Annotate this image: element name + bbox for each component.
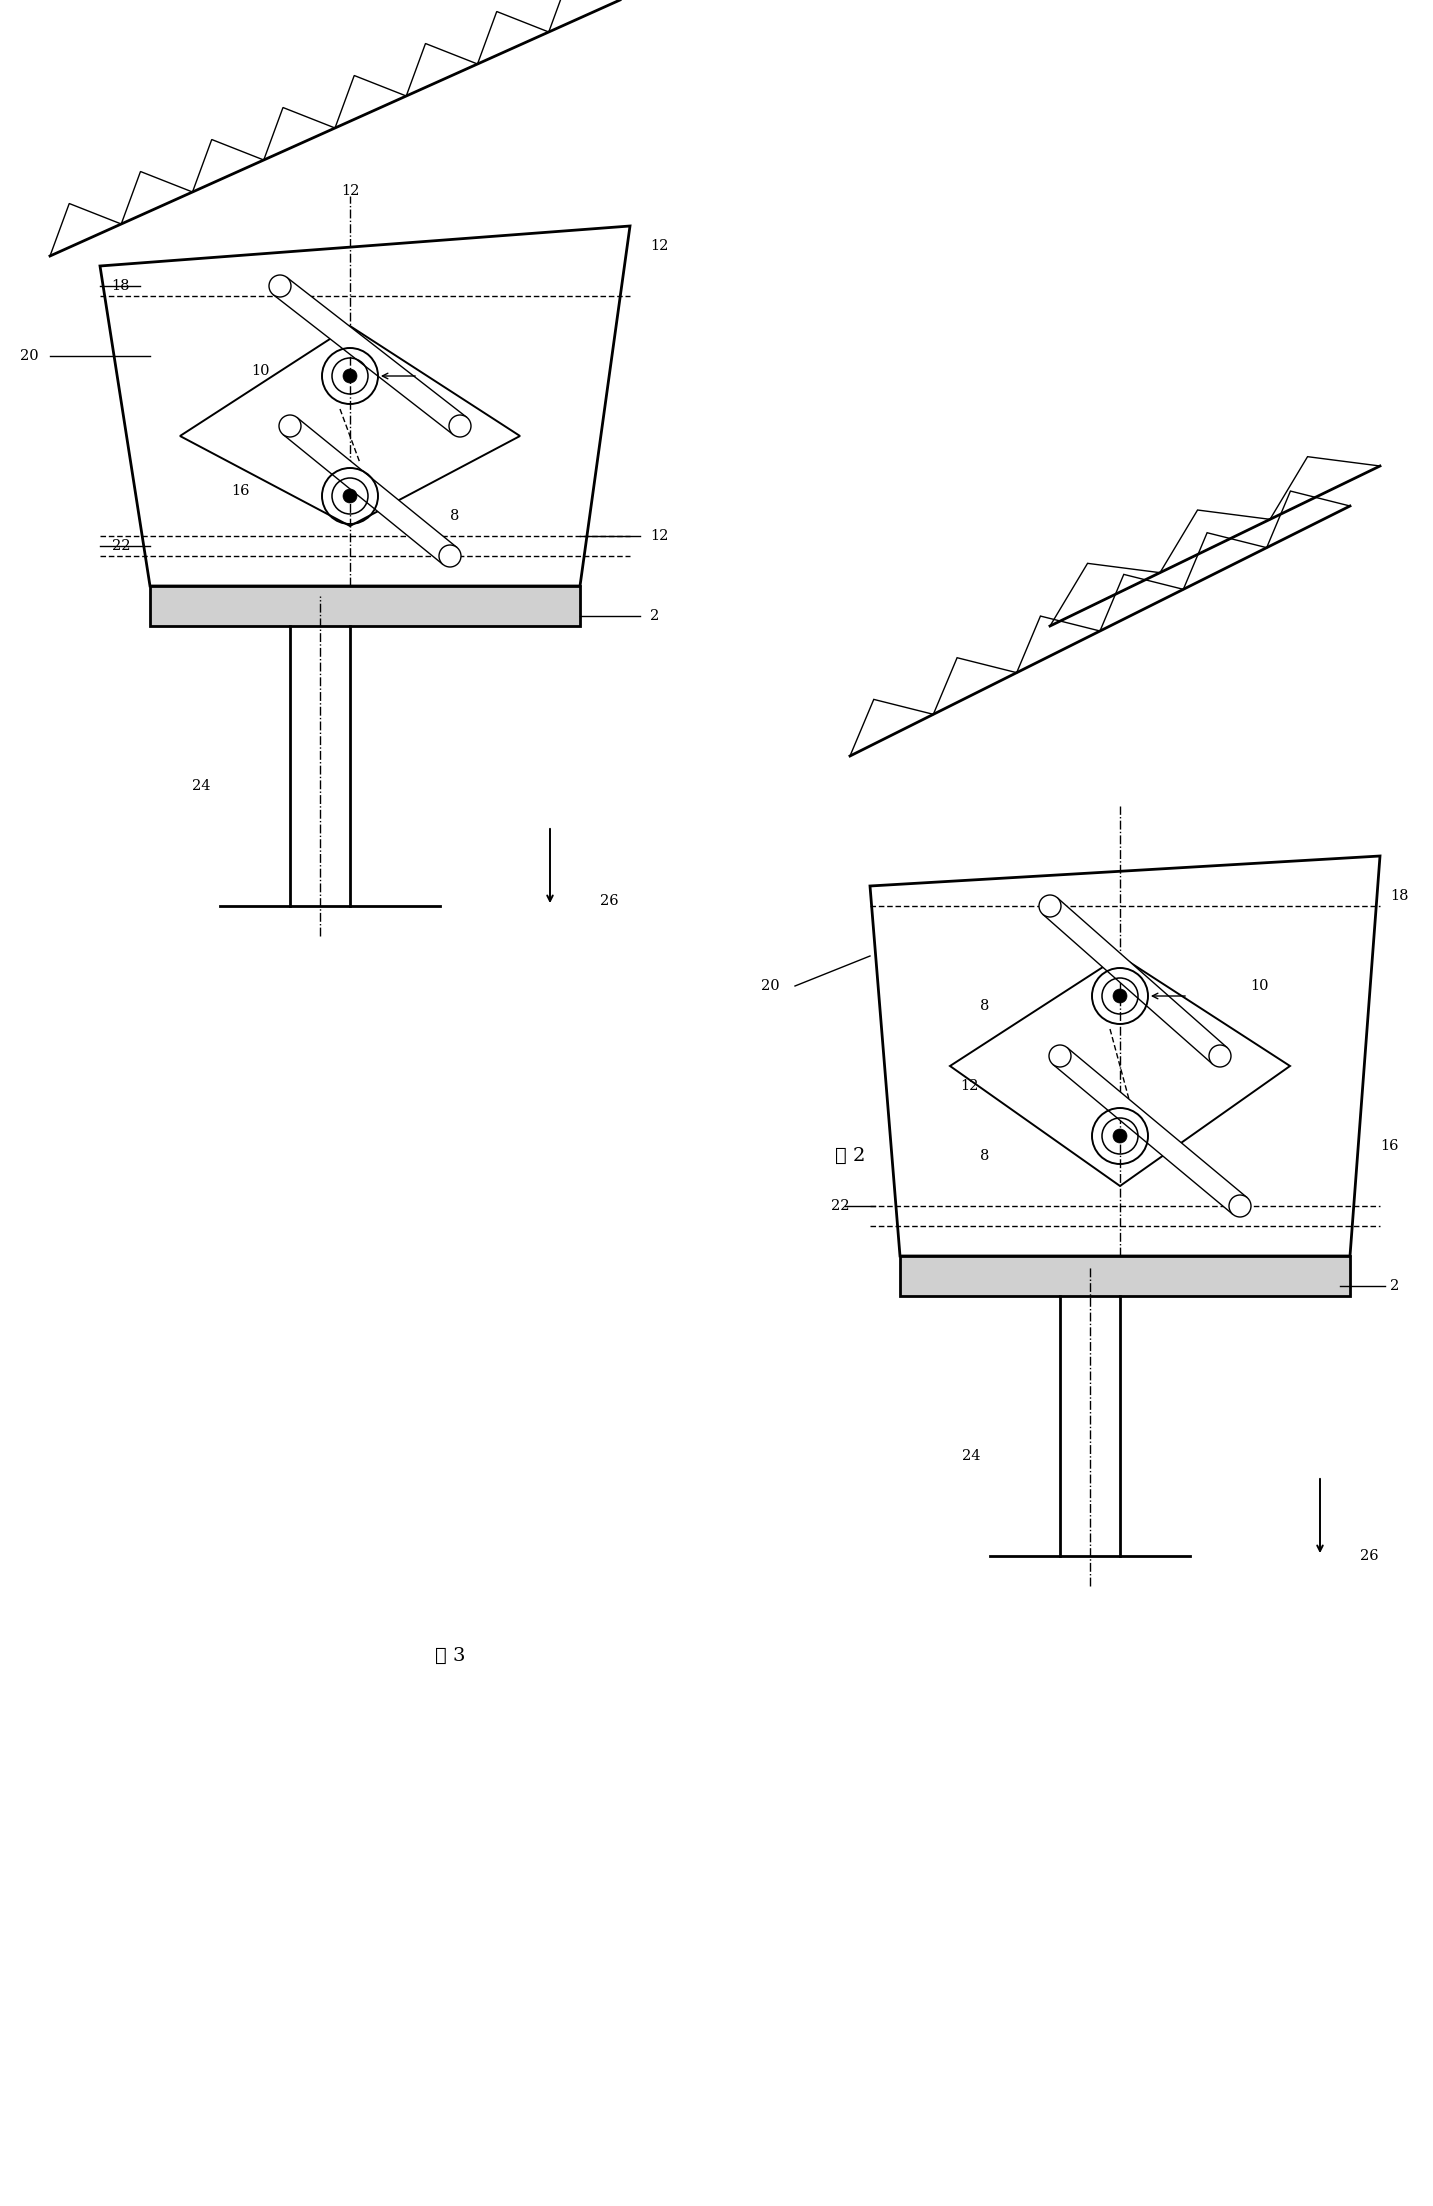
Text: 图 3: 图 3 bbox=[434, 1648, 466, 1666]
Text: 10: 10 bbox=[252, 364, 269, 377]
Text: 24: 24 bbox=[962, 1449, 980, 1463]
Text: 18: 18 bbox=[112, 278, 130, 293]
Text: 22: 22 bbox=[112, 538, 130, 554]
Circle shape bbox=[449, 415, 471, 437]
Text: 16: 16 bbox=[232, 483, 249, 499]
Polygon shape bbox=[1043, 898, 1227, 1063]
Text: 12: 12 bbox=[341, 183, 360, 199]
Text: 12: 12 bbox=[960, 1079, 979, 1092]
Text: 8: 8 bbox=[980, 1149, 989, 1163]
Text: 16: 16 bbox=[1380, 1138, 1399, 1154]
Text: 8: 8 bbox=[450, 510, 460, 523]
Text: 8: 8 bbox=[980, 999, 989, 1013]
Text: 10: 10 bbox=[1250, 979, 1268, 993]
Text: 2: 2 bbox=[651, 609, 659, 622]
Text: 26: 26 bbox=[600, 893, 619, 909]
Text: 12: 12 bbox=[651, 529, 668, 543]
Text: 图 2: 图 2 bbox=[835, 1147, 866, 1165]
Circle shape bbox=[342, 490, 357, 503]
Text: 22: 22 bbox=[831, 1200, 850, 1213]
Text: 8: 8 bbox=[450, 408, 460, 424]
Circle shape bbox=[438, 545, 461, 567]
Polygon shape bbox=[274, 278, 467, 435]
Circle shape bbox=[1230, 1196, 1251, 1218]
Circle shape bbox=[1113, 988, 1126, 1004]
Text: 20: 20 bbox=[761, 979, 780, 993]
Text: 26: 26 bbox=[1360, 1549, 1379, 1564]
Polygon shape bbox=[1053, 1048, 1247, 1216]
Text: 12: 12 bbox=[651, 238, 668, 254]
Polygon shape bbox=[870, 856, 1380, 1255]
Circle shape bbox=[1039, 896, 1060, 918]
Text: 20: 20 bbox=[20, 349, 39, 364]
Text: 2: 2 bbox=[1390, 1279, 1399, 1293]
Circle shape bbox=[279, 415, 301, 437]
Circle shape bbox=[342, 368, 357, 384]
Circle shape bbox=[1209, 1046, 1231, 1068]
Text: 18: 18 bbox=[1390, 889, 1409, 902]
Text: 24: 24 bbox=[192, 779, 211, 792]
Polygon shape bbox=[284, 417, 457, 565]
Polygon shape bbox=[900, 1255, 1350, 1295]
Circle shape bbox=[1049, 1046, 1070, 1068]
Circle shape bbox=[1113, 1129, 1126, 1143]
Polygon shape bbox=[100, 225, 631, 587]
Polygon shape bbox=[150, 587, 580, 627]
Circle shape bbox=[269, 276, 291, 298]
